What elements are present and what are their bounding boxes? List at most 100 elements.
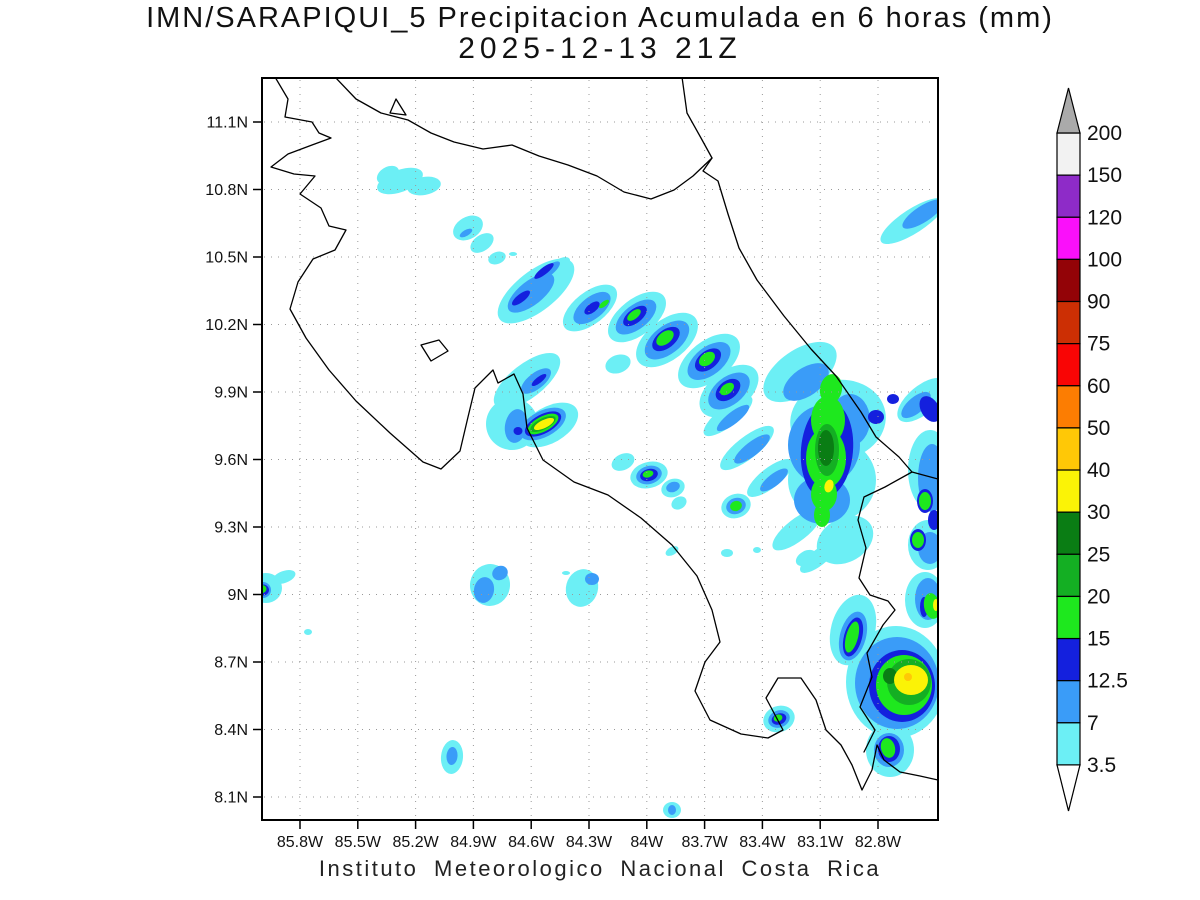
lon-tick-label: 84.6W <box>508 834 555 851</box>
precip-contour-shape <box>642 470 654 478</box>
colorbar-label: 12.5 <box>1087 670 1128 693</box>
precip-contour-shape <box>605 354 631 374</box>
chart-title-block: IMN/SARAPIQUI_5 Precipitacion Acumulada … <box>0 2 1200 64</box>
lon-tick-label: 85.2W <box>392 834 439 851</box>
precip-band-30-40mm <box>533 417 938 695</box>
lon-tick-label: 83.4W <box>739 834 786 851</box>
precip-contour-shape <box>795 549 817 567</box>
colorbar-box <box>1056 427 1081 471</box>
lat-tick-label: 9.3N <box>214 520 248 537</box>
colorbar-arrow-high <box>1056 87 1081 134</box>
colorbar-box <box>1056 722 1081 766</box>
precip-contour-shape <box>488 251 506 265</box>
precip-contour-shape <box>887 394 899 404</box>
colorbar-label: 7 <box>1087 712 1099 735</box>
precip-contour-shape <box>760 468 788 492</box>
colorbar-label: 40 <box>1087 459 1110 482</box>
colorbar-box <box>1056 174 1081 218</box>
precip-contour-shape <box>492 565 508 581</box>
lon-tick-label: 85.5W <box>335 834 382 851</box>
precip-contour-shape <box>470 233 494 253</box>
colorbar-label: 20 <box>1087 585 1110 608</box>
precip-contour-shape <box>844 621 860 653</box>
colorbar-label: 15 <box>1087 628 1110 651</box>
precip-contour-shape <box>928 510 938 530</box>
precip-contour-shape <box>473 577 495 603</box>
precip-contour-shape <box>562 571 570 575</box>
lake-island <box>389 98 407 116</box>
lat-tick-label: 9.6N <box>214 452 248 469</box>
colorbar-label: 90 <box>1087 291 1110 314</box>
precip-contour-shape <box>666 481 680 493</box>
colorbar-box <box>1056 300 1081 345</box>
lon-tick-label: 84W <box>630 834 664 851</box>
precip-contour-shape <box>407 176 441 196</box>
precip-contour-shape <box>599 299 609 309</box>
colorbar-box <box>1056 553 1081 598</box>
graticule <box>264 80 936 818</box>
chart-title: IMN/SARAPIQUI_5 Precipitacion Acumulada … <box>146 2 1054 34</box>
lat-tick-label: 8.7N <box>214 655 248 672</box>
precip-contour-shape <box>262 585 267 593</box>
precip-band-25-30mm <box>818 430 897 684</box>
precip-contour-shape <box>376 165 400 185</box>
colorbar-box <box>1056 258 1081 303</box>
precip-contour-shape <box>534 263 554 279</box>
colorbar-box <box>1056 680 1081 724</box>
colorbar-label: 120 <box>1087 206 1122 229</box>
panama-border <box>857 471 913 753</box>
nicaragua-border <box>335 78 713 200</box>
precip-contour-shape <box>531 373 547 387</box>
precip-contour-shape <box>513 427 523 435</box>
precip-contour-shape <box>668 805 676 815</box>
colorbar-box <box>1056 469 1081 513</box>
precip-contour-shape <box>912 532 924 548</box>
colorbar-legend: 200 150 120 100 90 75 60 50 40 30 25 20 15 12.5 7 3.5 <box>1056 87 1128 812</box>
precip-contour-shape <box>446 747 458 765</box>
colorbar-box <box>1056 637 1081 682</box>
precip-band-3p5-7mm <box>262 165 938 818</box>
precip-contour-shape <box>734 434 770 464</box>
map-frame <box>261 77 939 821</box>
precip-band-40-50mm <box>904 673 912 681</box>
precip-contour-shape <box>584 301 600 315</box>
colorbar-box <box>1056 216 1081 260</box>
colorbar-box <box>1056 385 1081 429</box>
precip-contour-shape <box>611 453 635 471</box>
precip-contour-shape <box>919 492 931 510</box>
precip-contour-shape <box>814 503 830 527</box>
precip-contour-shape <box>459 228 473 238</box>
lat-tick-label: 10.5N <box>205 250 248 267</box>
precip-contour-shape <box>868 410 884 424</box>
precip-contour-shape <box>656 330 674 346</box>
precip-contour-shape <box>799 543 837 573</box>
precip-contour-shape <box>783 363 829 401</box>
colorbar-label: 100 <box>1087 248 1122 271</box>
lon-tick-label: 85.8W <box>277 834 324 851</box>
lat-tick-label: 9N <box>228 587 248 604</box>
lon-tick-label: 82.8W <box>855 834 902 851</box>
precip-contour-shape <box>894 665 928 695</box>
precip-contour-shape <box>585 573 599 585</box>
precip-contour-shape <box>719 382 735 396</box>
precip-contour-shape <box>272 570 296 584</box>
precip-contour-shape <box>699 351 715 367</box>
colorbar-label: 3.5 <box>1087 754 1116 777</box>
precip-contour-shape <box>919 396 938 422</box>
precip-contour-shape <box>671 496 687 510</box>
lon-tick-label: 83.7W <box>681 834 728 851</box>
lat-tick-label: 10.8N <box>205 182 248 199</box>
colorbar-box <box>1056 132 1081 176</box>
precip-contour-shape <box>883 668 897 684</box>
lat-tick-label: 9.9N <box>214 385 248 402</box>
precip-contour-shape <box>304 629 312 635</box>
pacific-coastline <box>270 78 938 791</box>
precip-contour-shape <box>818 430 834 466</box>
lon-tick-label: 83.1W <box>797 834 844 851</box>
precip-contour-shape <box>933 599 938 611</box>
lon-tick-label: 84.9W <box>450 834 497 851</box>
colorbar-label: 25 <box>1087 543 1110 566</box>
colorbar-box <box>1056 595 1081 640</box>
colorbar-arrow-low <box>1056 764 1081 812</box>
